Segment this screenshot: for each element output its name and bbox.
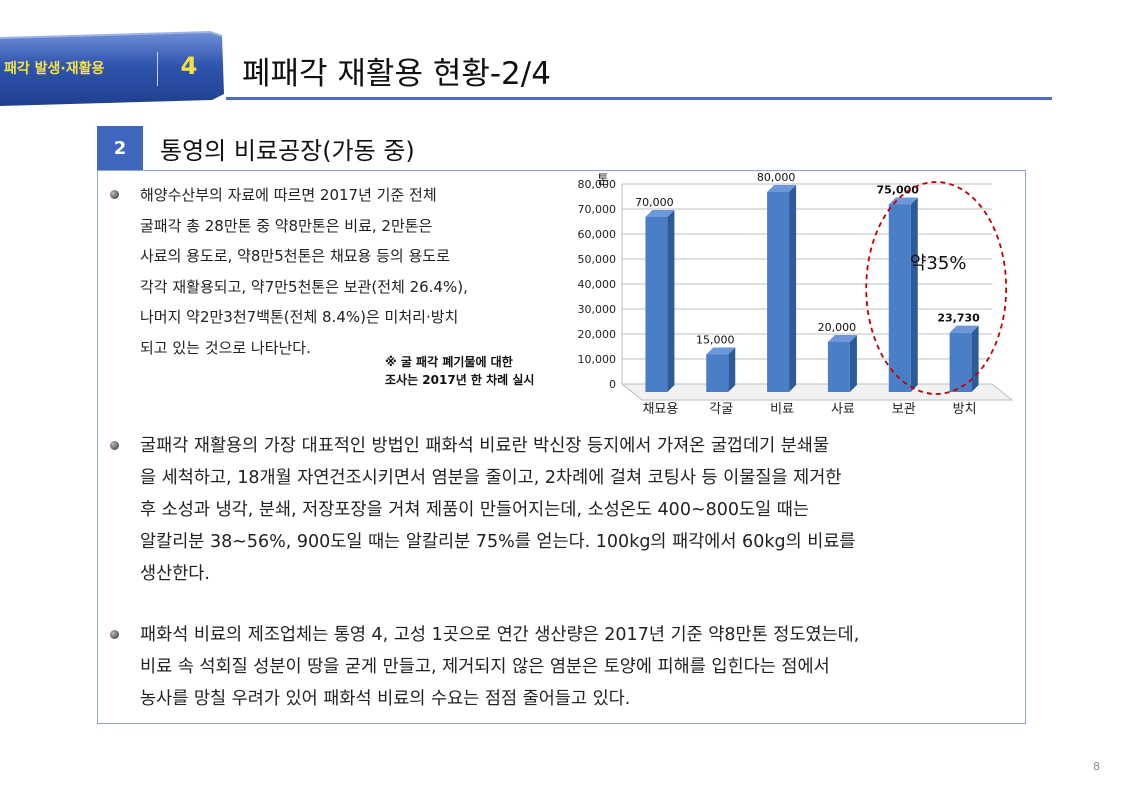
- bar-side: [849, 335, 857, 392]
- bullet-icon: [110, 441, 119, 450]
- page-number: 8: [1093, 760, 1100, 773]
- paragraph-line: 비료 속 석회질 성분이 땅을 굳게 만들고, 제거되지 않은 염분은 토양에 …: [140, 657, 830, 677]
- bar: [767, 192, 790, 392]
- bar-top: [888, 197, 918, 205]
- survey-note: ※ 굴 패각 폐기물에 대한 조사는 2017년 한 차례 실시: [385, 353, 585, 389]
- bar: [827, 342, 850, 392]
- paragraph-line: 생산한다.: [140, 564, 210, 584]
- bar-side: [789, 185, 797, 392]
- y-tick-label: 60,000: [578, 228, 617, 241]
- y-tick-label: 80,000: [578, 178, 617, 191]
- paragraph-2: 굴패각 재활용의 가장 대표적인 방법인 패화석 비료란 박신장 등지에서 가져…: [140, 430, 1020, 590]
- subsection-number: 2: [97, 126, 143, 170]
- paragraph-3: 패화석 비료의 제조업체는 통영 4, 고성 1곳으로 연간 생산량은 2017…: [140, 619, 1020, 715]
- x-tick-label: 사료: [831, 402, 855, 417]
- x-tick-label: 비료: [770, 402, 794, 417]
- bar-top: [949, 325, 979, 333]
- y-tick-label: 40,000: [578, 278, 617, 291]
- note-line: ※ 굴 패각 폐기물에 대한: [385, 355, 513, 369]
- paragraph-line: 되고 있는 것으로 나타난다.: [140, 338, 311, 357]
- data-label: 80,000: [757, 171, 796, 184]
- y-tick-label: 20,000: [578, 328, 617, 341]
- bar-top: [827, 335, 857, 342]
- bar-top: [645, 210, 675, 217]
- bar-side: [728, 347, 736, 392]
- x-tick-label: 방치: [953, 402, 977, 417]
- bar-top: [767, 185, 797, 192]
- subsection-title: 통영의 비료공장(가동 중): [160, 137, 415, 165]
- highlight-ellipse: [865, 181, 1008, 395]
- x-tick-label: 보관: [892, 402, 916, 417]
- paragraph-line: 해양수산부의 자료에 따르면 2017년 기준 전체: [140, 186, 437, 204]
- data-label: 15,000: [696, 334, 735, 347]
- data-label: 70,000: [635, 196, 674, 209]
- y-tick-label: 10,000: [578, 353, 617, 366]
- page-title: 폐패각 재활용 현황-2/4: [242, 56, 551, 92]
- bar-top: [706, 347, 736, 355]
- y-tick-label: 70,000: [578, 203, 617, 216]
- y-tick-label: 50,000: [578, 253, 617, 266]
- paragraph-line: 나머지 약2만3천7백톤(전체 8.4%)은 미처리·방치: [140, 308, 459, 327]
- bar-side: [910, 197, 918, 392]
- paragraph-line: 을 세척하고, 18개월 자연건조시키면서 염분을 줄이고, 2차례에 걸쳐 코…: [140, 468, 842, 488]
- section-tab-shape: [0, 30, 224, 106]
- data-label: 20,000: [818, 321, 857, 334]
- paragraph-line: 후 소성과 냉각, 분쇄, 저장포장을 거쳐 제품이 만들어지는데, 소성온도 …: [140, 500, 809, 520]
- bar: [888, 204, 911, 392]
- section-number: 4: [180, 52, 198, 80]
- y-tick-label: 0: [609, 378, 616, 391]
- paragraph-line: 각각 재활용되고, 약7만5천톤은 보관(전체 26.4%),: [140, 277, 468, 296]
- y-tick-label: 30,000: [578, 303, 617, 316]
- title-rule: [226, 97, 1052, 100]
- paragraph-line: 농사를 망칠 우려가 있어 패화석 비료의 수요는 점점 줄어들고 있다.: [140, 689, 631, 709]
- paragraph-line: 굴패각 재활용의 가장 대표적인 방법인 패화석 비료란 박신장 등지에서 가져…: [140, 436, 830, 456]
- annotation-label: 약35%: [910, 253, 967, 274]
- paragraph-line: 패화석 비료의 제조업체는 통영 4, 고성 1곳으로 연간 생산량은 2017…: [140, 625, 860, 645]
- note-line: 조사는 2017년 한 차례 실시: [385, 373, 535, 387]
- section-label: 패각 발생·재활용: [4, 61, 105, 77]
- bar: [645, 217, 668, 392]
- y-axis-label: 톤: [597, 173, 609, 188]
- data-label: 75,000: [877, 184, 920, 197]
- bar-side: [971, 325, 979, 392]
- paragraph-line: 사료의 용도로, 약8만5천톤은 채묘용 등의 용도로: [140, 247, 450, 266]
- bar: [949, 332, 972, 392]
- section-tab: [0, 30, 226, 106]
- bar: [706, 354, 729, 392]
- paragraph-1: 해양수산부의 자료에 따르면 2017년 기준 전체 굴패각 총 28만톤 중 …: [140, 180, 540, 364]
- x-tick-label: 채묘용: [642, 402, 678, 417]
- tab-divider: [157, 52, 158, 86]
- paragraph-line: 알칼리분 38~56%, 900도일 때는 알칼리분 75%를 얻는다. 100…: [140, 532, 856, 552]
- bar-chart: 0 10,000 20,000 30,000 40,000 50,000 60,000 70,…: [578, 171, 1014, 417]
- data-label: 23,730: [937, 312, 980, 325]
- bullet-icon: [110, 630, 119, 639]
- x-tick-label: 각굴: [709, 402, 733, 417]
- bar-side: [667, 210, 675, 392]
- content-box: [97, 170, 1026, 724]
- paragraph-line: 굴패각 총 28만톤 중 약8만톤은 비료, 2만톤은: [140, 216, 433, 235]
- bullet-icon: [110, 190, 119, 199]
